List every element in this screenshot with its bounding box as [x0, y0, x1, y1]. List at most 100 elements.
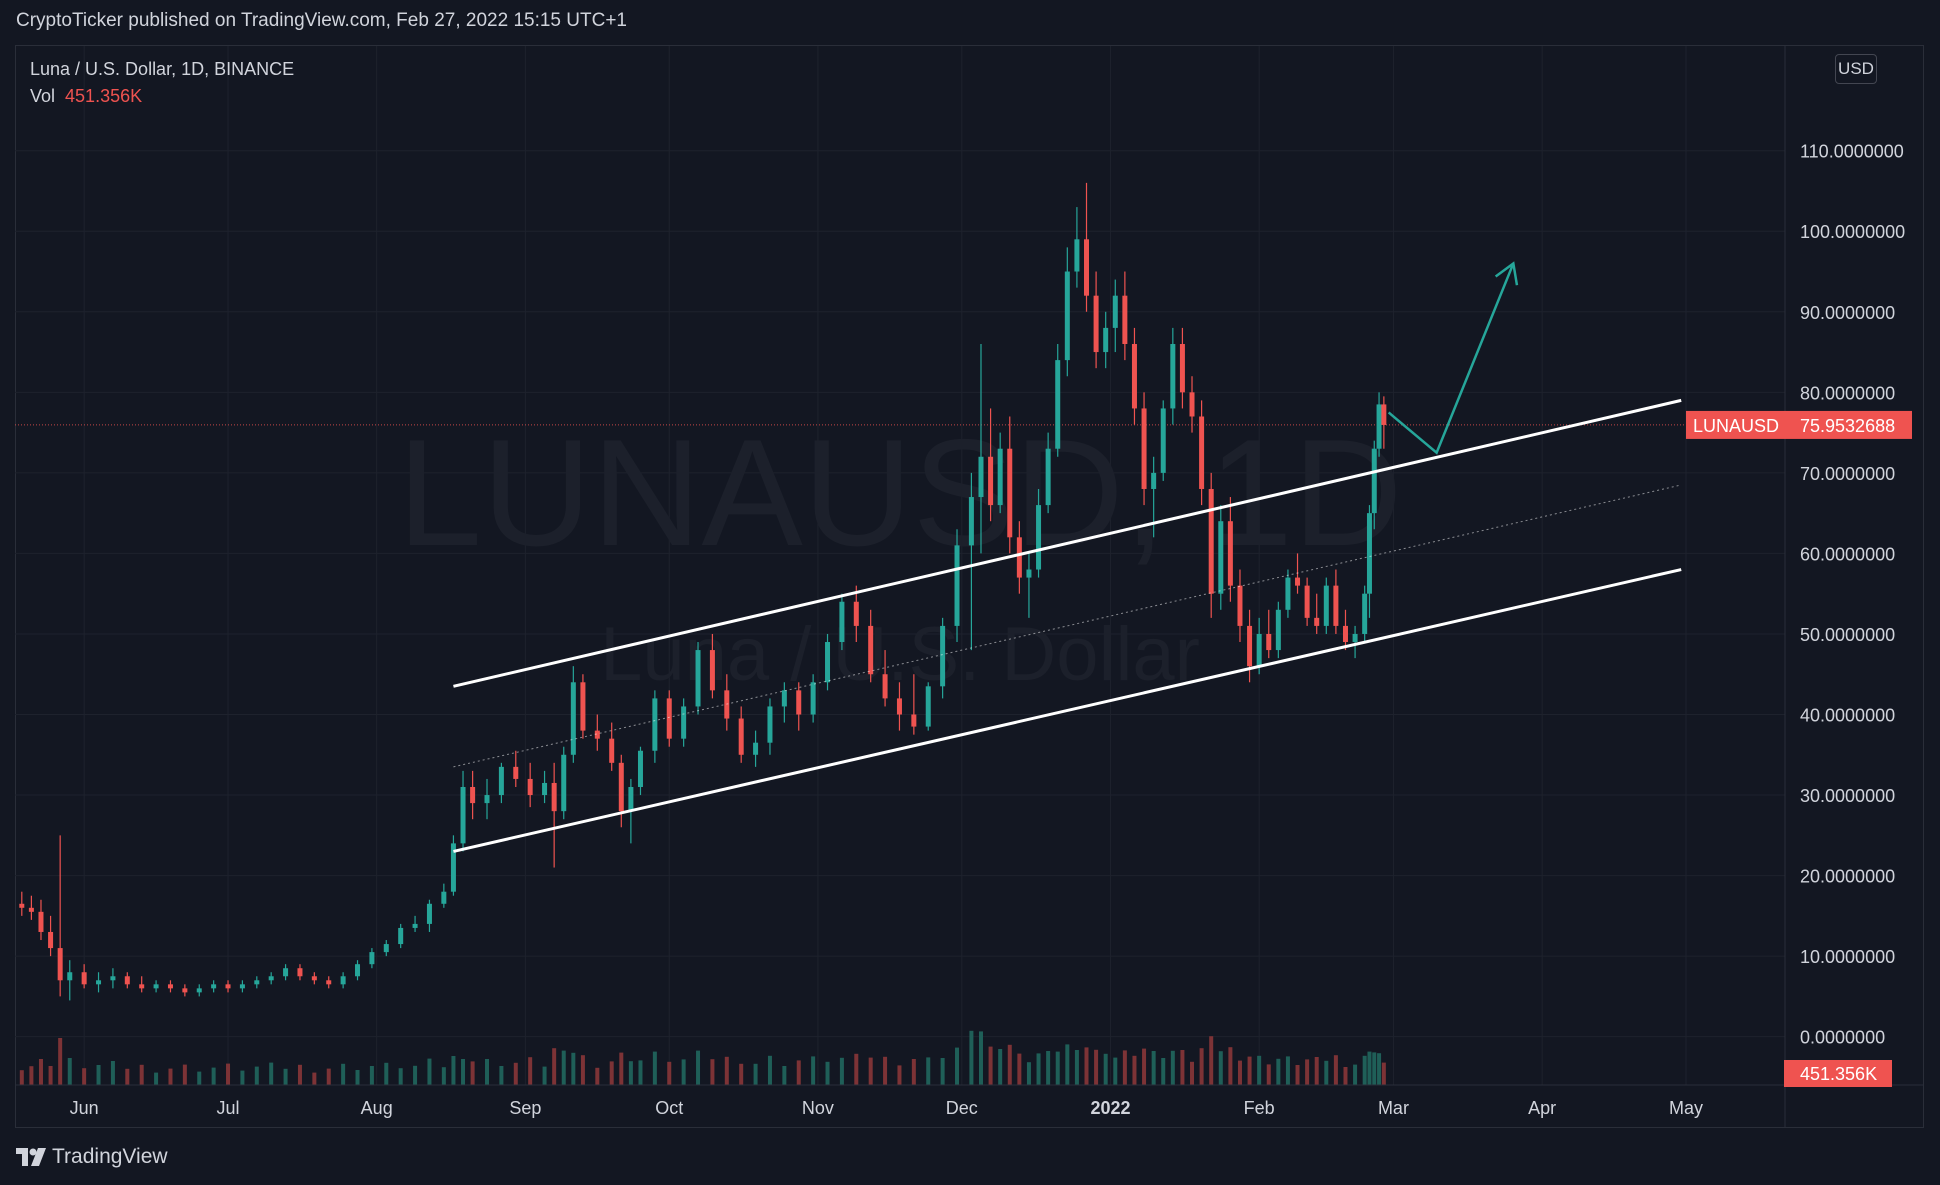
projection-arrow: [1387, 262, 1515, 455]
volume-bar: [1007, 1044, 1012, 1085]
volume-bar: [1190, 1061, 1195, 1085]
candle-body: [326, 980, 332, 985]
volume-bar: [782, 1066, 787, 1085]
volume-bar: [1132, 1055, 1137, 1085]
volume-value: 451.356K: [65, 86, 143, 106]
candle-body: [441, 891, 447, 904]
x-tick-label: Dec: [946, 1098, 978, 1118]
volume-bar: [1036, 1053, 1041, 1085]
candle-body: [1026, 569, 1032, 578]
volume-bar: [58, 1038, 63, 1085]
candle-body: [1170, 344, 1176, 409]
volume-bar: [988, 1046, 993, 1085]
publisher-line: CryptoTicker published on TradingView.co…: [16, 10, 627, 31]
candle-body: [498, 766, 504, 796]
candle-body: [1208, 488, 1214, 594]
candle-body: [561, 754, 567, 812]
tradingview-logo[interactable]: TradingView: [16, 1145, 168, 1169]
volume-bar: [1065, 1044, 1070, 1085]
candle-body: [1093, 295, 1099, 353]
volume-bar: [168, 1068, 173, 1085]
candle-body: [369, 952, 375, 965]
volume-bar: [197, 1071, 202, 1085]
volume-bar: [369, 1066, 374, 1085]
candle-body: [470, 786, 476, 804]
candle-body: [1112, 295, 1118, 328]
y-tick-label: 110.0000000: [1800, 142, 1904, 162]
candle-body: [1304, 585, 1310, 618]
volume-bar: [739, 1063, 744, 1085]
candle-body: [1084, 239, 1090, 296]
candle-body: [796, 690, 802, 715]
volume-bar: [240, 1070, 245, 1085]
volume-bar: [19, 1070, 24, 1085]
volume-bar: [667, 1061, 672, 1085]
x-tick-label: 2022: [1090, 1098, 1130, 1118]
candle-body: [1189, 392, 1195, 417]
x-tick-label: Mar: [1378, 1098, 1409, 1118]
volume-bar: [355, 1070, 360, 1085]
candle-body: [1352, 633, 1358, 643]
volume-bar: [1372, 1052, 1377, 1085]
candle-body: [1218, 521, 1224, 594]
candle-body: [997, 448, 1003, 506]
volume-bar: [1343, 1067, 1348, 1085]
volume-bars: [19, 1030, 1386, 1085]
x-tick-label: Apr: [1528, 1098, 1556, 1118]
candle-body: [1055, 360, 1061, 449]
candle-body: [110, 976, 116, 981]
y-tick-label: 40.0000000: [1800, 706, 1895, 726]
candle-body: [239, 984, 245, 989]
candle-body: [1074, 239, 1080, 272]
projection-arrowhead: [1494, 261, 1519, 286]
volume-bar: [1295, 1065, 1300, 1085]
volume-bar: [1276, 1058, 1281, 1085]
volume-bar: [796, 1060, 801, 1085]
candle-body: [426, 903, 432, 924]
candle-body: [580, 682, 586, 731]
series-legend: Luna / U.S. Dollar, 1D, BINANCE Vol 451.3…: [30, 56, 294, 110]
candle-body: [1366, 513, 1372, 594]
volume-bar: [1381, 1062, 1386, 1085]
candle-body: [1275, 609, 1281, 651]
volume-bar: [561, 1050, 566, 1085]
candle-body: [882, 674, 888, 699]
watermark-symbol: LUNAUSD, 1D: [397, 408, 1402, 578]
currency-button[interactable]: USD: [1835, 54, 1877, 84]
candle-body: [1323, 585, 1329, 626]
y-tick-label: 70.0000000: [1800, 464, 1895, 484]
volume-bar: [1285, 1056, 1290, 1085]
candle-body: [340, 976, 346, 985]
volume-bar: [940, 1058, 945, 1085]
volume-bar: [1074, 1050, 1079, 1085]
candle-body: [1007, 448, 1013, 538]
candle-body: [978, 456, 984, 498]
volume-bar: [154, 1072, 159, 1085]
volume-bar: [211, 1067, 216, 1085]
candle-body: [738, 718, 744, 755]
channel-upper-line: [453, 398, 1682, 688]
volume-bar: [48, 1066, 53, 1085]
volume-bar: [724, 1056, 729, 1085]
volume-tag-value: 451.356K: [1800, 1064, 1877, 1084]
volume-bar: [38, 1059, 43, 1085]
x-tick-label: Oct: [655, 1098, 683, 1118]
volume-bar: [552, 1048, 557, 1085]
candle-body: [1381, 404, 1387, 425]
candle-body: [1141, 408, 1147, 489]
volume-bar: [1122, 1050, 1127, 1085]
candle-body: [1036, 505, 1042, 570]
candle-body: [450, 843, 456, 892]
volume-bar: [427, 1058, 432, 1085]
y-tick-label: 10.0000000: [1800, 947, 1895, 967]
candle-body: [1131, 344, 1137, 409]
volume-bar: [312, 1072, 317, 1085]
candle-body: [1160, 408, 1166, 473]
candle-body: [1256, 633, 1262, 667]
candle-body: [781, 690, 787, 707]
candle-body: [1016, 537, 1022, 578]
candle-body: [283, 968, 289, 977]
candle-body: [297, 968, 303, 977]
x-tick-label: Jul: [217, 1098, 240, 1118]
